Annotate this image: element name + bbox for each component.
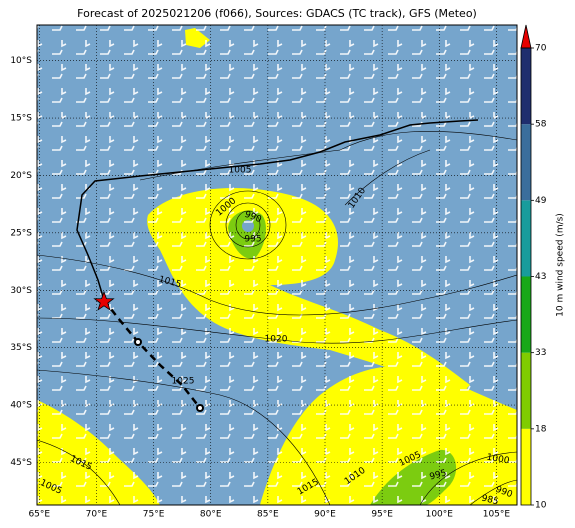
colorbar-segment [521, 124, 531, 201]
lat-tick-label: 20°S [10, 171, 32, 181]
colorbar-tick-label: 49 [535, 196, 547, 206]
colorbar-tick-label: 10 [535, 501, 547, 511]
colorbar-segment [521, 352, 531, 429]
map-title: Forecast of 2025021206 (f066), Sources: … [77, 7, 477, 20]
lat-tick-label: 30°S [10, 286, 32, 296]
axis-ticks: 65°E 70°E 75°E 80°E 85°E 90°E 95°E 100°E 105°E 10… [10, 56, 510, 519]
contour-label: 995 [429, 468, 448, 482]
colorbar-segment [521, 428, 531, 505]
lat-tick-label: 35°S [10, 343, 32, 353]
lon-tick-label: 85°E [257, 510, 279, 520]
lon-tick-label: 65°E [28, 510, 50, 520]
tc-position [93, 290, 115, 311]
colorbar-segment [521, 276, 531, 353]
contour-label: 995 [244, 235, 261, 245]
wind-barbs [37, 25, 517, 505]
contour-label: 985 [480, 493, 499, 507]
map-frame [36, 24, 518, 506]
colorbar-segment [521, 200, 531, 277]
colorbar-tick-label: 33 [535, 348, 546, 358]
lon-tick-label: 80°E [200, 510, 222, 520]
lon-tick-label: 100°E [426, 510, 454, 520]
tc-track [76, 119, 479, 412]
contour-label: 1005 [229, 166, 252, 176]
lon-tick-label: 90°E [314, 510, 336, 520]
lat-tick-label: 15°S [10, 114, 32, 124]
contour-label: 1025 [172, 377, 195, 387]
contour-label: 1000 [486, 453, 511, 467]
contour-label: 1020 [265, 335, 288, 345]
lat-tick-label: 45°S [10, 458, 32, 468]
colorbar-segment [521, 48, 531, 125]
lat-tick-label: 40°S [10, 401, 32, 411]
colorbar-label: 10 m wind speed (m/s) [556, 213, 566, 317]
colorbar-tick-label: 18 [535, 424, 547, 434]
colorbar-tick-label: 70 [535, 44, 547, 54]
lat-tick-label: 10°S [10, 56, 32, 66]
colorbar-tick-label: 43 [535, 272, 546, 282]
lon-tick-label: 95°E [371, 510, 393, 520]
colorbar-extension [520, 24, 532, 49]
colorbar: 10 18 33 43 49 58 70 10 m wind speed (m/s) [520, 24, 566, 511]
lon-tick-label: 105°E [483, 510, 511, 520]
graticule [37, 25, 517, 505]
lon-tick-label: 75°E [143, 510, 165, 520]
colorbar-tick-label: 58 [535, 120, 547, 130]
lon-tick-label: 70°E [86, 510, 108, 520]
lat-tick-label: 25°S [10, 228, 32, 238]
